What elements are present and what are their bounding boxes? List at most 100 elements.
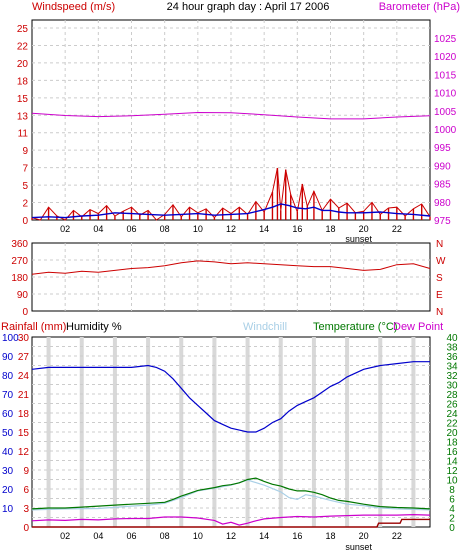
windspeed-tick-label: 0: [22, 216, 28, 227]
hour-tick-label: 12: [226, 531, 236, 541]
humidity-line: [31, 361, 430, 433]
wind-direction-line: [31, 260, 431, 275]
temperature-tick-label: 26: [446, 400, 458, 411]
barometer-tick-label: 995: [434, 143, 451, 154]
hour-band: [179, 337, 184, 527]
windspeed-axis-title: Windspeed (m/s): [32, 1, 115, 13]
temperature-tick-label: 34: [446, 362, 458, 373]
direction-degree-label: 360: [11, 239, 28, 250]
windspeed-tick-label: 2: [22, 199, 28, 210]
hour-tick-label: 08: [160, 531, 170, 541]
sunset-label: sunset: [345, 542, 372, 552]
temperature-tick-label: 22: [446, 419, 458, 430]
dewpoint-line: [31, 513, 431, 526]
direction-degree-label: 0: [22, 307, 28, 318]
top-series: [31, 111, 431, 221]
hour-tick-label: 22: [392, 224, 402, 234]
temperature-tick-label: 20: [446, 428, 458, 439]
humidity-tick-label: 90: [2, 352, 14, 363]
hour-tick-label: 10: [193, 224, 203, 234]
top-grid: [32, 20, 430, 220]
barometer-tick-label: 990: [434, 161, 451, 172]
rainfall-line: [32, 518, 430, 528]
temperature-tick-label: 32: [446, 371, 458, 382]
direction-degree-label: 180: [11, 273, 28, 284]
hour-band: [311, 337, 316, 527]
temperature-tick-label: 8: [449, 485, 455, 496]
temperature-tick-label: 2: [449, 514, 455, 525]
humidity-tick-label: 50: [2, 428, 14, 439]
direction-degree-ticks: 360 270 180 90 0: [11, 239, 28, 318]
rainfall-ticks: 0 3 6 9 12 15 18 21 24 27 30: [18, 333, 30, 534]
windspeed-tick-label: 11: [18, 129, 29, 140]
temperature-tick-label: 38: [446, 343, 458, 354]
barometer-tick-label: 975: [434, 216, 451, 227]
hour-tick-label: 18: [325, 224, 335, 234]
chart-title: 24 hour graph day : April 17 2006: [167, 1, 330, 13]
compass-label: N: [436, 307, 443, 318]
temperature-tick-label: 4: [449, 504, 455, 515]
rainfall-tick-label: 30: [18, 333, 30, 344]
barometer-tick-label: 1020: [434, 52, 457, 63]
windspeed-tick-label: 15: [17, 94, 29, 105]
dewpoint-legend: Dew Point: [393, 321, 443, 333]
temperature-tick-label: 36: [446, 352, 458, 363]
rainfall-tick-label: 18: [18, 409, 30, 420]
hour-tick-label: 22: [392, 531, 402, 541]
hour-tick-label: 04: [93, 224, 103, 234]
humidity-tick-label: 40: [2, 447, 14, 458]
windchill-line: [31, 479, 431, 511]
temperature-tick-label: 18: [446, 438, 458, 449]
humidity-tick-label: 30: [2, 466, 14, 477]
windchill-legend: Windchill: [243, 321, 287, 333]
barometer-tick-label: 1015: [434, 70, 457, 81]
hour-tick-label: 12: [226, 224, 236, 234]
hour-tick-label: 02: [60, 224, 70, 234]
rainfall-tick-label: 0: [23, 523, 29, 534]
windspeed-tick-label: 7: [22, 164, 28, 175]
bottom-series: [31, 361, 431, 528]
hour-band: [46, 337, 51, 527]
rainfall-tick-label: 21: [18, 390, 30, 401]
direction-degree-label: 90: [17, 290, 29, 301]
hour-tick-label: 06: [126, 224, 136, 234]
temperature-tick-label: 40: [446, 333, 458, 344]
windspeed-tick-label: 20: [17, 59, 29, 70]
humidity-ticks: 10 20 30 40 50 60 70 80 90 100: [2, 333, 19, 515]
rainfall-tick-label: 27: [18, 352, 30, 363]
hour-band: [345, 337, 350, 527]
barometer-tick-label: 1000: [434, 125, 457, 136]
barometer-tick-label: 1010: [434, 89, 457, 100]
rainfall-axis-title: Rainfall (mm): [1, 321, 66, 333]
windspeed-tick-label: 13: [17, 111, 29, 122]
hour-band: [112, 337, 117, 527]
temperature-axis-title: Temperature (°C): [313, 321, 397, 333]
humidity-tick-label: 10: [2, 504, 14, 515]
humidity-tick-label: 20: [2, 485, 14, 496]
hour-tick-label: 10: [193, 531, 203, 541]
direction-grid: [32, 243, 430, 311]
humidity-tick-label: 60: [2, 409, 14, 420]
hour-tick-label: 14: [259, 224, 269, 234]
barometer-line: [31, 111, 431, 120]
temperature-tick-label: 10: [446, 476, 458, 487]
direction-degree-label: 270: [11, 256, 28, 267]
windspeed-tick-label: 25: [17, 24, 29, 35]
windspeed-line: [31, 167, 431, 221]
windspeed-tick-label: 9: [22, 146, 28, 157]
humidity-tick-label: 80: [2, 371, 14, 382]
hour-tick-label: 20: [359, 531, 369, 541]
barometer-tick-label: 985: [434, 180, 451, 191]
top-plot-frame: [31, 19, 431, 221]
compass-label: N: [436, 239, 443, 250]
hour-tick-label: 20: [359, 224, 369, 234]
temperature-tick-label: 0: [449, 523, 455, 534]
top-hour-ticks: 02 04 06 08 10 12 14 16 18 20 22: [60, 224, 402, 234]
hour-band: [411, 337, 416, 527]
rainfall-tick-label: 12: [18, 447, 30, 458]
